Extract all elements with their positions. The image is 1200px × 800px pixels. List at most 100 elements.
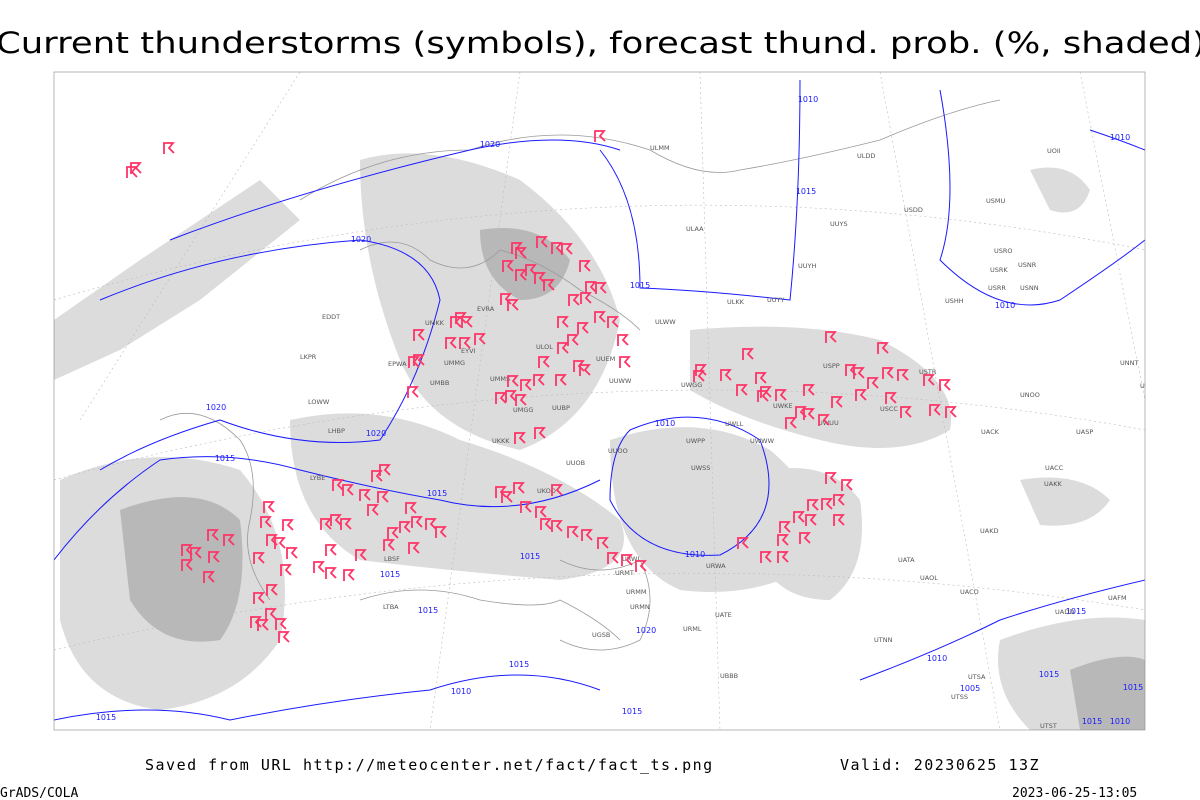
thunderstorm-symbol <box>387 527 399 539</box>
thunderstorm-symbol <box>533 374 545 386</box>
station-label: URWI <box>622 555 639 563</box>
station-label: USPP <box>823 362 840 370</box>
isobar-label: 1015 <box>509 660 529 669</box>
isobar-label: 1005 <box>960 684 980 693</box>
station-label: UADD <box>1055 608 1074 616</box>
station-label: UMKK <box>425 319 445 327</box>
thunderstorm-symbol <box>775 389 787 401</box>
station-label: URML <box>683 625 702 633</box>
isobar-label: 1015 <box>1123 683 1143 692</box>
isobar-label: 1010 <box>927 654 947 663</box>
thunderstorm-symbol <box>461 316 473 328</box>
thunderstorm-symbol <box>511 242 523 254</box>
thunderstorm-symbol <box>595 282 607 294</box>
thunderstorm-symbol <box>377 491 389 503</box>
thunderstorm-symbol <box>340 518 352 530</box>
thunderstorm-symbol <box>923 374 935 386</box>
thunderstorm-symbol <box>286 547 298 559</box>
thunderstorm-symbol <box>607 552 619 564</box>
station-label: USTR <box>919 368 937 376</box>
station-label: UUOB <box>566 459 585 467</box>
station-label: UUOO <box>608 447 628 455</box>
isobar-label: 1015 <box>1066 607 1086 616</box>
isobar-label: 1015 <box>96 713 116 722</box>
thunderstorm-symbol <box>567 526 579 538</box>
timestamp: 2023-06-25-13:05 <box>1012 786 1137 800</box>
isobar-label: 1015 <box>622 707 642 716</box>
station-label: UKKK <box>492 437 510 445</box>
thunderstorm-symbol <box>803 384 815 396</box>
station-label: UAFM <box>1108 594 1127 602</box>
coastlines <box>159 99 1001 651</box>
thunderstorm-symbol <box>853 367 865 379</box>
valid-time: Valid: 20230625 13Z <box>840 756 1040 774</box>
station-label: UAKK <box>1044 480 1062 488</box>
thunderstorm-symbol <box>580 292 592 304</box>
station-label: ULKK <box>727 298 745 306</box>
thunderstorm-symbol <box>435 526 447 538</box>
thunderstorm-symbol <box>793 511 805 523</box>
isobar-labels: 1010 1020 1015 1020 1015 1010 1020 1020 1015 1015… <box>96 95 1143 726</box>
thunderstorm-symbol <box>266 584 278 596</box>
thunderstorm-symbol <box>208 551 220 563</box>
thunderstorm-symbol <box>693 370 705 382</box>
thunderstorm-symbol <box>525 264 537 276</box>
station-label: UBBB <box>720 672 738 680</box>
thunderstorm-symbol <box>207 529 219 541</box>
station-label: UWPP <box>686 437 705 445</box>
isobar-label: 1010 <box>1110 717 1130 726</box>
station-label: UWSS <box>691 464 710 472</box>
station-label: UMMG <box>444 359 465 367</box>
thunderstorm-symbol <box>411 516 423 528</box>
station-label: ULOL <box>536 343 553 351</box>
thunderstorm-symbol <box>459 337 471 349</box>
isobar-label: 1015 <box>1082 717 1102 726</box>
station-label: UWWW <box>750 437 775 445</box>
thunderstorm-symbol <box>265 608 277 620</box>
thunderstorm-symbol <box>945 406 957 418</box>
thunderstorm-symbol <box>543 279 555 291</box>
station-label: USCC <box>880 405 898 413</box>
thunderstorm-symbol <box>551 484 563 496</box>
thunderstorm-symbol <box>534 427 546 439</box>
thunderstorm-symbol <box>181 544 193 556</box>
station-label: USNN <box>1020 284 1039 292</box>
station-label: UATA <box>898 556 915 564</box>
isobar-label: 1010 <box>1110 133 1130 142</box>
station-label: UWKE <box>773 402 793 410</box>
station-label: UNNT <box>1120 359 1138 367</box>
station-label: UMGG <box>513 406 533 414</box>
station-label: UWUU <box>818 419 839 427</box>
probability-shading-high <box>120 228 1145 730</box>
thunderstorm-symbol <box>821 498 833 510</box>
thunderstorm-symbol <box>263 501 275 513</box>
thunderstorm-symbol <box>805 514 817 526</box>
isobar-label: 1010 <box>798 95 818 104</box>
thunderstorm-symbol <box>833 514 845 526</box>
thunderstorm-symbol <box>799 532 811 544</box>
station-label: UNOO <box>1020 391 1040 399</box>
thunderstorm-symbol <box>579 364 591 376</box>
isobars <box>54 79 1145 721</box>
station-label: UACO <box>960 588 979 596</box>
graticule <box>54 72 1145 730</box>
thunderstorm-symbol <box>253 592 265 604</box>
thunderstorm-symbol <box>557 316 569 328</box>
thunderstorm-symbol <box>371 470 383 482</box>
thunderstorm-symbol <box>450 316 462 328</box>
station-label: USHH <box>945 297 964 305</box>
thunderstorm-symbol <box>803 408 815 420</box>
station-label: UTSS <box>951 693 968 701</box>
thunderstorm-symbol <box>332 479 344 491</box>
station-label: EDDT <box>322 313 340 321</box>
thunderstorm-symbol <box>607 316 619 328</box>
thunderstorm-symbol <box>540 518 552 530</box>
station-label: UTSA <box>968 673 986 681</box>
thunderstorm-symbol <box>266 534 278 546</box>
thunderstorm-symbol <box>555 374 567 386</box>
thunderstorm-symbol <box>538 356 550 368</box>
thunderstorm-symbol <box>325 567 337 579</box>
thunderstorm-symbol <box>379 464 391 476</box>
station-label: USRO <box>994 247 1013 255</box>
